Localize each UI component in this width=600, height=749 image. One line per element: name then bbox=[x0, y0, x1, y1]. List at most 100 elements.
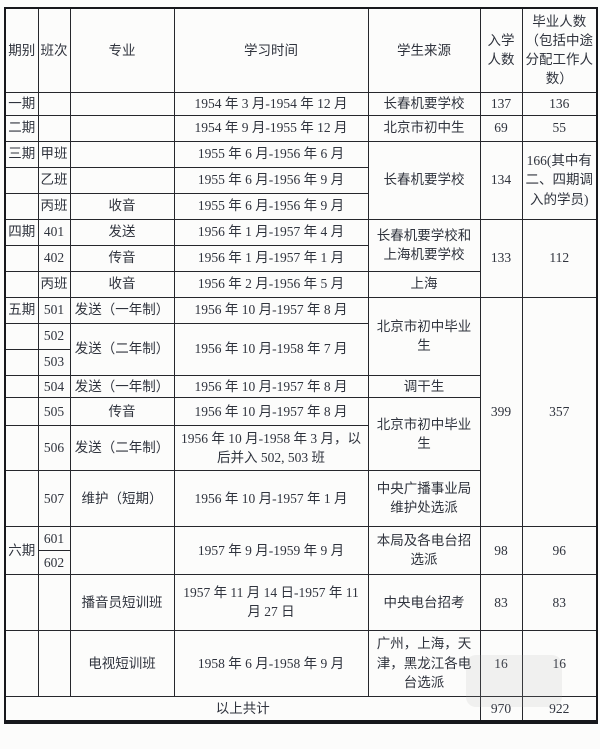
source-cell: 广州，上海，天津，黑龙江各电台选派 bbox=[367, 629, 481, 697]
graduate-cell: 83 bbox=[521, 573, 598, 631]
enroll-cell: 83 bbox=[479, 573, 523, 631]
period-cell: 一期 bbox=[4, 91, 39, 116]
period-cell: 二期 bbox=[4, 114, 39, 142]
major-cell: 电视短训班 bbox=[69, 629, 175, 697]
class-cell: 402 bbox=[37, 244, 71, 272]
period-cell bbox=[4, 348, 39, 376]
class-cell: 401 bbox=[37, 218, 71, 246]
major-cell: 发送（二年制） bbox=[69, 424, 175, 471]
major-cell bbox=[69, 91, 175, 116]
total-enroll-cell: 970 bbox=[479, 695, 523, 723]
table-row: 504 发送（一年制） 1956 年 10 月-1957 年 8 月 调干生 bbox=[4, 374, 597, 398]
major-cell bbox=[69, 114, 175, 142]
table-row: 丙班 收音 1956 年 2 月-1956 年 5 月 上海 bbox=[4, 270, 597, 298]
source-cell: 本局及各电台招选派 bbox=[367, 525, 481, 575]
table-row: 一期 1954 年 3 月-1954 年 12 月 长春机要学校 137 136 bbox=[4, 91, 598, 116]
class-cell: 丙班 bbox=[37, 192, 71, 220]
period-cell bbox=[4, 244, 39, 272]
time-cell: 1956 年 1 月-1957 年 1 月 bbox=[173, 244, 369, 272]
time-cell: 1956 年 10 月-1957 年 8 月 bbox=[173, 296, 369, 324]
major-cell: 发送（一年制） bbox=[69, 374, 175, 398]
total-graduate-cell: 922 bbox=[521, 695, 598, 723]
period-cell: 四期 bbox=[4, 218, 39, 246]
table-row: 503 bbox=[4, 348, 597, 376]
major-cell: 发送 bbox=[69, 218, 175, 246]
source-cell: 北京市初中毕业生 bbox=[367, 296, 481, 376]
table-row: 505 传音 1956 年 10 月-1957 年 8 月 北京市初中毕业生 bbox=[4, 396, 597, 471]
graduate-cell: 16 bbox=[521, 629, 598, 697]
time-cell: 1956 年 10 月-1958 年 3 月，以后并入 502, 503 班 bbox=[173, 424, 369, 471]
class-cell: 504 bbox=[37, 374, 71, 398]
table-header-row: 期别 班次 专业 学习时间 学生来源 入学人数 毕业人数（包括中途分配工作人数） bbox=[4, 7, 598, 93]
period-cell: 六期 bbox=[4, 525, 39, 575]
time-cell: 1956 年 10 月-1957 年 8 月 bbox=[173, 374, 369, 398]
table-row: 502 发送（二年制） 1956 年 10 月-1958 年 7 月 bbox=[4, 322, 597, 376]
period-cell bbox=[4, 374, 39, 398]
major-cell: 收音 bbox=[69, 270, 175, 298]
time-cell: 1954 年 3 月-1954 年 12 月 bbox=[173, 91, 369, 116]
table-row: 六期 601 1957 年 9 月-1959 年 9 月 本局及各电台招选派 9… bbox=[4, 525, 598, 575]
table-row: 播音员短训班 1957 年 11 月 14 日-1957 年 11 月 27 日… bbox=[4, 573, 598, 631]
graduate-cell: 96 bbox=[521, 525, 598, 575]
source-cell: 上海 bbox=[367, 270, 481, 298]
header-period: 期别 bbox=[4, 7, 39, 93]
major-cell: 播音员短训班 bbox=[69, 573, 175, 631]
time-cell: 1957 年 11 月 14 日-1957 年 11 月 27 日 bbox=[173, 573, 369, 631]
class-cell: 503 bbox=[37, 348, 71, 376]
time-cell: 1955 年 6 月-1956 年 6 月 bbox=[173, 140, 369, 168]
class-cell bbox=[37, 629, 71, 697]
time-cell: 1955 年 6 月-1956 年 9 月 bbox=[173, 192, 369, 220]
period-cell bbox=[4, 396, 39, 426]
graduate-cell: 357 bbox=[521, 296, 598, 527]
graduate-cell: 112 bbox=[521, 218, 598, 298]
enroll-cell: 399 bbox=[479, 296, 523, 527]
enroll-cell: 137 bbox=[479, 91, 523, 116]
major-cell: 收音 bbox=[69, 192, 175, 220]
period-cell bbox=[4, 322, 39, 350]
total-label-cell: 以上共计 bbox=[4, 695, 481, 723]
graduate-cell: 166(其中有二、四期调入的学员) bbox=[521, 140, 598, 220]
training-classes-table: 期别 班次 专业 学习时间 学生来源 入学人数 毕业人数（包括中途分配工作人数）… bbox=[4, 7, 598, 725]
table-row: 二期 1954 年 9 月-1955 年 12 月 北京市初中生 69 55 bbox=[4, 114, 598, 142]
enroll-cell: 134 bbox=[479, 140, 523, 220]
time-cell: 1956 年 1 月-1957 年 4 月 bbox=[173, 218, 369, 246]
header-study-time: 学习时间 bbox=[173, 7, 369, 93]
header-major: 专业 bbox=[69, 7, 175, 93]
major-cell: 发送（一年制） bbox=[69, 296, 175, 324]
period-cell bbox=[4, 270, 39, 298]
period-cell bbox=[4, 573, 39, 631]
time-cell: 1956 年 10 月-1958 年 7 月 bbox=[173, 322, 369, 376]
major-cell: 传音 bbox=[69, 396, 175, 426]
table-total-row: 以上共计 970 922 bbox=[4, 695, 598, 723]
class-cell: 505 bbox=[37, 396, 71, 426]
header-enrollment: 入学人数 bbox=[479, 7, 523, 93]
table-row: 507 维护（短期） 1956 年 10 月-1957 年 1 月 中央广播事业… bbox=[4, 469, 597, 527]
time-cell: 1954 年 9 月-1955 年 12 月 bbox=[173, 114, 369, 142]
time-cell: 1956 年 2 月-1956 年 5 月 bbox=[173, 270, 369, 298]
table-row: 602 bbox=[5, 549, 597, 575]
enroll-cell: 16 bbox=[479, 629, 523, 697]
source-cell: 长春机要学校和上海机要学校 bbox=[367, 218, 481, 272]
source-cell: 中央广播事业局维护处选派 bbox=[367, 469, 481, 527]
enroll-cell: 98 bbox=[479, 525, 523, 575]
table-row: 电视短训班 1958 年 6 月-1958 年 9 月 广州，上海，天津，黑龙江… bbox=[4, 629, 598, 697]
class-cell: 507 bbox=[37, 469, 71, 527]
source-cell: 中央电台招考 bbox=[367, 573, 481, 631]
time-cell: 1956 年 10 月-1957 年 8 月 bbox=[173, 396, 369, 426]
source-cell: 北京市初中毕业生 bbox=[367, 396, 481, 471]
period-cell bbox=[4, 629, 39, 697]
class-cell: 502 bbox=[37, 322, 71, 350]
source-cell: 北京市初中生 bbox=[367, 114, 481, 142]
class-cell: 501 bbox=[37, 296, 71, 324]
class-cell: 506 bbox=[37, 424, 71, 471]
table-row: 四期 401 发送 1956 年 1 月-1957 年 4 月 长春机要学校和上… bbox=[4, 218, 598, 298]
class-cell: 甲班 bbox=[37, 140, 71, 168]
class-cell: 乙班 bbox=[37, 166, 71, 194]
major-cell: 发送（二年制） bbox=[69, 322, 175, 376]
class-cell: 601 bbox=[37, 525, 71, 551]
period-cell bbox=[4, 469, 39, 527]
graduate-cell: 55 bbox=[521, 114, 598, 142]
table-row: 506 发送（二年制） 1956 年 10 月-1958 年 3 月，以后并入 … bbox=[4, 424, 597, 471]
period-cell bbox=[4, 424, 39, 471]
